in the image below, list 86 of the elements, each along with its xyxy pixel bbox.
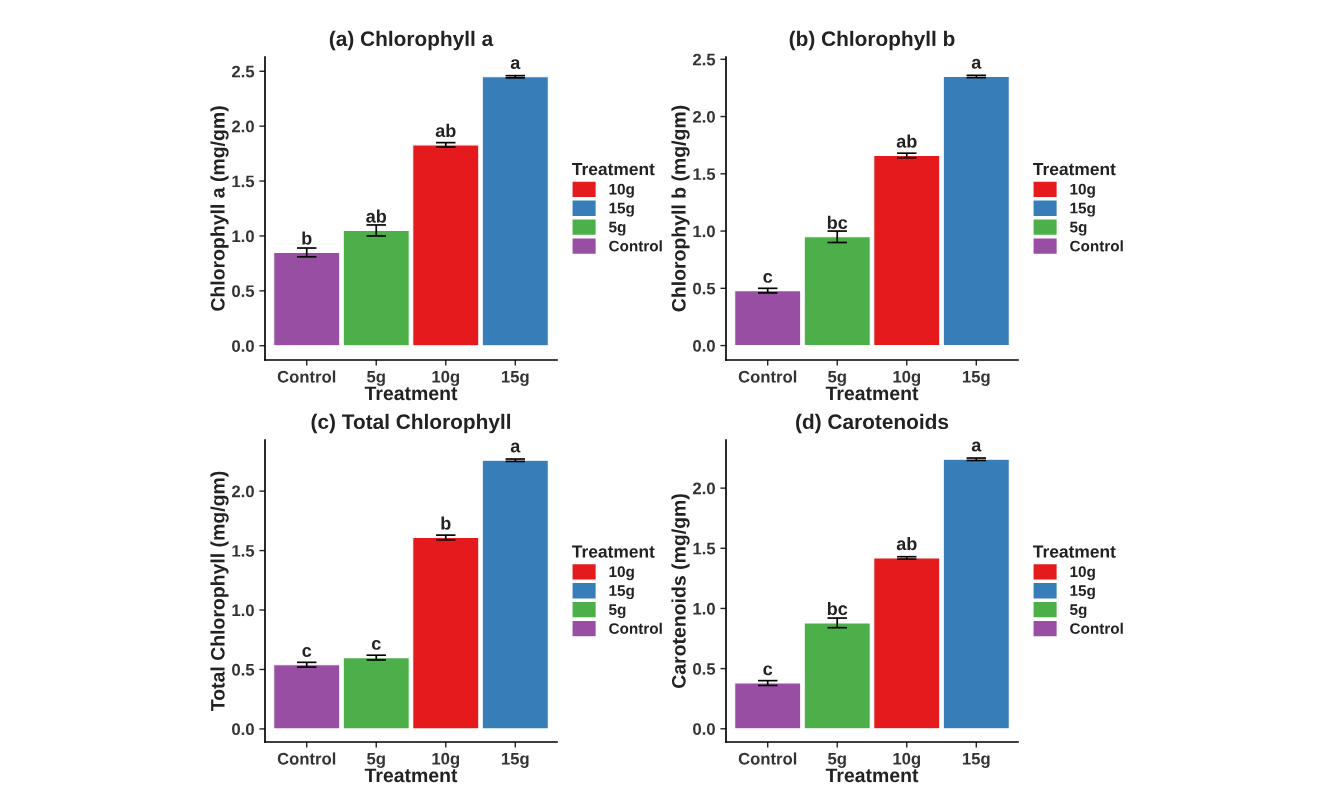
legend-label: 15g bbox=[609, 202, 634, 217]
chart-title: (d) Carotenoids bbox=[796, 413, 949, 434]
chart-title: (c) Total Chlorophyll bbox=[311, 413, 511, 434]
x-tick-label: 5g bbox=[828, 370, 846, 386]
y-tick-label: 1.0 bbox=[232, 230, 254, 243]
x-tick-label: Control bbox=[738, 752, 797, 765]
y-axis-title: Chlorophyll b (mg/gm) bbox=[671, 105, 690, 312]
y-tick-label: 2.0 bbox=[692, 110, 715, 123]
y-tick-label: 2.0 bbox=[231, 120, 254, 133]
annotation: a bbox=[971, 58, 982, 69]
y-tick-label: 0.5 bbox=[232, 285, 255, 298]
x-tick-label: Control bbox=[277, 752, 336, 765]
x-tick-label: Control bbox=[277, 370, 336, 383]
y-tick-label: 0.0 bbox=[232, 723, 254, 736]
annotation: a bbox=[971, 441, 982, 452]
annotation: bc bbox=[827, 601, 848, 616]
x-tick-label: 10g bbox=[893, 370, 921, 386]
annotation: c bbox=[302, 647, 312, 657]
annotation: b bbox=[441, 516, 451, 530]
x-axis-title: Treatment bbox=[1033, 545, 1116, 558]
legend-title: Treatment bbox=[364, 768, 458, 783]
y-tick-label: 1.0 bbox=[693, 602, 715, 615]
legend-label: 5g bbox=[1070, 221, 1087, 236]
x-tick-label: 5g bbox=[828, 752, 846, 768]
chart-title: (b) Chlorophyll b bbox=[789, 30, 955, 51]
x-tick-label: Control bbox=[738, 370, 797, 383]
x-tick-label: 15g bbox=[962, 370, 990, 386]
legend-title: Treatment bbox=[364, 386, 458, 401]
annotation: ab bbox=[896, 536, 917, 551]
annotation: b bbox=[302, 231, 312, 245]
y-tick-label: 2.5 bbox=[231, 65, 255, 78]
annotation: ab bbox=[366, 209, 387, 223]
y-axis-title: Chlorophyll a (mg/gm) bbox=[210, 106, 229, 311]
annotation: c bbox=[763, 665, 773, 676]
legend-label: 10g bbox=[1070, 566, 1095, 581]
legend-label: 5g bbox=[609, 221, 626, 236]
y-tick-label: 0.5 bbox=[232, 663, 255, 676]
legend-label: Control bbox=[609, 240, 662, 252]
y-axis-title: Total Chlorophyll (mg/gm) bbox=[210, 471, 229, 712]
legend-label: Control bbox=[1070, 240, 1123, 252]
y-tick-label: 0.5 bbox=[693, 663, 716, 675]
legend-label: 15g bbox=[1070, 585, 1095, 600]
legend-label: 10g bbox=[609, 566, 634, 581]
annotation: ab bbox=[896, 134, 917, 148]
legend-label: 15g bbox=[609, 585, 634, 600]
legend-label: Control bbox=[1070, 622, 1123, 634]
y-tick-label: 0.5 bbox=[693, 282, 716, 295]
y-tick-label: 1.5 bbox=[232, 545, 255, 557]
x-tick-label: 10g bbox=[893, 752, 921, 768]
legend-label: 10g bbox=[609, 183, 634, 198]
y-tick-label: 1.5 bbox=[232, 175, 255, 188]
y-tick-label: 1.5 bbox=[693, 542, 716, 555]
y-tick-label: 2.0 bbox=[692, 482, 715, 495]
annotation: a bbox=[510, 59, 521, 70]
x-tick-label: 15g bbox=[501, 752, 529, 768]
legend-label: Control bbox=[609, 622, 662, 634]
y-tick-label: 2.5 bbox=[692, 53, 716, 66]
annotation: c bbox=[763, 272, 773, 283]
annotation: ab bbox=[435, 123, 456, 138]
annotation: a bbox=[510, 442, 521, 453]
x-axis-title: Treatment bbox=[572, 545, 655, 558]
x-axis-title: Treatment bbox=[1033, 163, 1116, 176]
x-tick-label: 5g bbox=[367, 370, 385, 386]
legend-title: Treatment bbox=[825, 768, 919, 783]
y-tick-label: 1.5 bbox=[693, 168, 716, 181]
x-tick-label: 15g bbox=[501, 370, 529, 386]
annotation: c bbox=[371, 639, 381, 650]
legend-title: Treatment bbox=[825, 386, 919, 401]
x-axis-title: Treatment bbox=[572, 163, 655, 176]
x-tick-label: 5g bbox=[367, 752, 385, 768]
y-tick-label: 1.0 bbox=[232, 604, 254, 617]
legend-label: 15g bbox=[1070, 202, 1095, 217]
chart-title: (a) Chlorophyll a bbox=[329, 30, 494, 51]
annotation: bc bbox=[827, 215, 848, 230]
y-tick-label: 0.0 bbox=[232, 340, 254, 352]
y-tick-label: 0.0 bbox=[693, 723, 715, 735]
legend-label: 5g bbox=[1070, 604, 1087, 619]
legend-label: 5g bbox=[609, 604, 626, 619]
legend-label: 10g bbox=[1070, 183, 1095, 198]
y-tick-label: 1.0 bbox=[693, 225, 715, 238]
x-tick-label: 10g bbox=[432, 370, 460, 386]
y-tick-label: 2.0 bbox=[231, 485, 254, 498]
x-tick-label: 15g bbox=[962, 752, 990, 768]
y-axis-title: Carotenoids (mg/gm) bbox=[671, 494, 690, 688]
y-tick-label: 0.0 bbox=[693, 339, 715, 352]
x-tick-label: 10g bbox=[432, 752, 460, 768]
